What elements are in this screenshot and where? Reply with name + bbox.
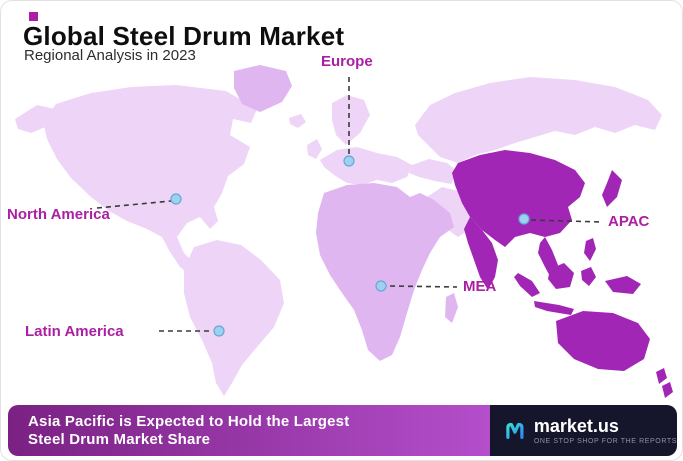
island-new-zealand-north — [656, 368, 667, 384]
region-label-mea: MEA — [463, 278, 497, 295]
market-us-logo-icon — [506, 422, 524, 439]
continent-australia — [556, 311, 650, 371]
connector-apac — [530, 219, 604, 223]
island-philippines — [584, 238, 596, 261]
island-new-zealand-south — [662, 382, 673, 398]
island-japan — [602, 170, 622, 207]
island-new-guinea — [605, 276, 641, 294]
continent-north-america — [43, 85, 257, 278]
marker-mea — [375, 280, 387, 292]
region-scandinavia — [332, 95, 370, 145]
marker-latin-america — [213, 325, 225, 337]
region-west-asia — [409, 159, 457, 184]
island-uk — [307, 139, 322, 159]
highlight-banner: Asia Pacific is Expected to Hold the Lar… — [8, 405, 490, 456]
region-label-apac: APAC — [608, 213, 650, 230]
island-borneo — [548, 263, 574, 289]
continent-europe — [320, 147, 412, 185]
region-russia — [415, 77, 662, 163]
banner-line-2: Steel Drum Market Share — [28, 431, 211, 448]
island-iceland — [289, 114, 306, 128]
continent-africa — [316, 183, 454, 361]
page-subtitle: Regional Analysis in 2023 — [24, 47, 196, 64]
island-sumatra — [514, 273, 540, 297]
page-title: Global Steel Drum Market — [23, 21, 345, 51]
connector-mea — [389, 285, 458, 288]
island-sulawesi — [581, 267, 596, 286]
continent-greenland — [234, 65, 292, 112]
island-java — [534, 301, 574, 315]
region-china-apac — [452, 150, 585, 247]
continent-south-america — [184, 240, 284, 396]
region-label-north-america: North America — [7, 206, 110, 223]
brand-logo: market.us ONE STOP SHOP FOR THE REPORTS — [490, 405, 677, 456]
brand-text: market.us ONE STOP SHOP FOR THE REPORTS — [534, 417, 677, 445]
marker-europe — [343, 155, 355, 167]
brand-tagline: ONE STOP SHOP FOR THE REPORTS — [533, 437, 677, 445]
connector-north-america — [96, 200, 172, 209]
marker-apac — [518, 213, 530, 225]
region-label-latin-america: Latin America — [25, 323, 124, 340]
region-india — [464, 217, 498, 290]
title-bullet — [29, 12, 38, 21]
island-madagascar — [445, 293, 458, 323]
region-label-europe: Europe — [321, 53, 373, 70]
brand-name: market.us — [533, 415, 619, 436]
banner-line-1: Asia Pacific is Expected to Hold the Lar… — [28, 413, 350, 430]
marker-north-america — [170, 193, 182, 205]
